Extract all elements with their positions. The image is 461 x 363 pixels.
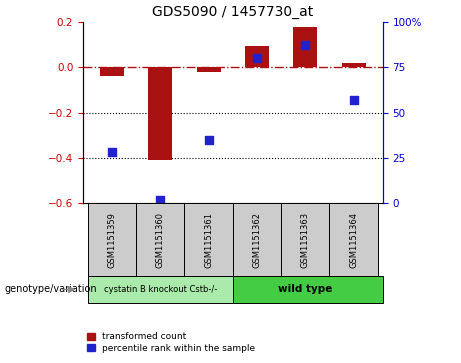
Point bbox=[108, 150, 116, 155]
Bar bbox=[88, 276, 233, 303]
Bar bbox=[196, 67, 221, 72]
Point bbox=[350, 97, 357, 103]
Text: wild type: wild type bbox=[278, 285, 332, 294]
Point bbox=[301, 42, 309, 48]
Bar bbox=[233, 276, 383, 303]
Text: genotype/variation: genotype/variation bbox=[5, 285, 97, 294]
Text: GSM1151363: GSM1151363 bbox=[301, 212, 310, 268]
Bar bbox=[88, 203, 136, 276]
Text: cystatin B knockout Cstb-/-: cystatin B knockout Cstb-/- bbox=[104, 285, 217, 294]
Bar bbox=[281, 203, 330, 276]
Point bbox=[205, 137, 213, 143]
Bar bbox=[100, 67, 124, 76]
Title: GDS5090 / 1457730_at: GDS5090 / 1457730_at bbox=[152, 5, 313, 19]
Bar bbox=[330, 203, 378, 276]
Point bbox=[157, 197, 164, 203]
Bar bbox=[136, 203, 184, 276]
Legend: transformed count, percentile rank within the sample: transformed count, percentile rank withi… bbox=[88, 333, 255, 353]
Bar bbox=[233, 203, 281, 276]
Text: GSM1151360: GSM1151360 bbox=[156, 212, 165, 268]
Bar bbox=[184, 203, 233, 276]
Bar bbox=[245, 46, 269, 67]
Bar bbox=[342, 62, 366, 67]
Bar bbox=[293, 28, 317, 67]
Text: GSM1151364: GSM1151364 bbox=[349, 212, 358, 268]
Point bbox=[253, 55, 260, 61]
Text: GSM1151362: GSM1151362 bbox=[253, 212, 261, 268]
Text: GSM1151359: GSM1151359 bbox=[107, 212, 117, 268]
Bar bbox=[148, 67, 172, 160]
Text: GSM1151361: GSM1151361 bbox=[204, 212, 213, 268]
